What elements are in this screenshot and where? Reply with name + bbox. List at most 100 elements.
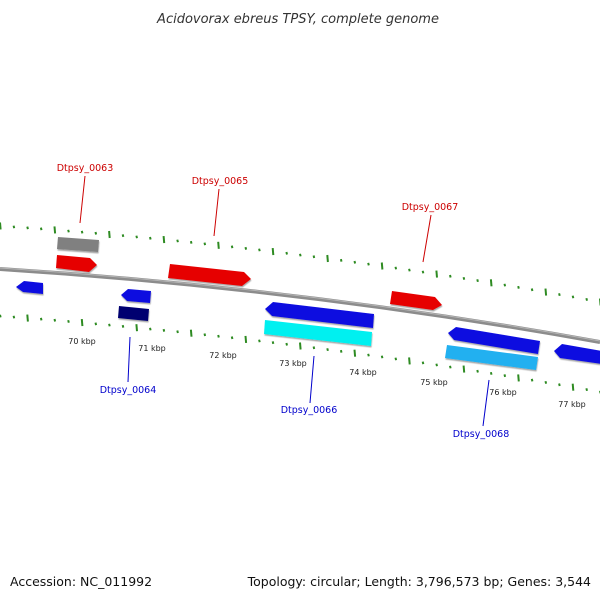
map-title: Acidovorax ebreus TPSY, complete genome — [156, 12, 439, 27]
label-dtpsy-0065: Dtpsy_0065 — [192, 176, 249, 187]
minor-tick — [258, 339, 261, 343]
major-tick — [489, 279, 493, 287]
minor-tick — [421, 361, 425, 365]
major-tick — [544, 288, 548, 296]
minor-tick — [449, 365, 452, 369]
major-tick — [26, 314, 29, 322]
minor-tick — [585, 297, 588, 301]
minor-tick — [12, 225, 16, 229]
minor-tick — [203, 333, 207, 337]
ruler-label: 70 kbp — [68, 337, 96, 346]
major-tick — [299, 342, 302, 350]
major-tick — [80, 319, 84, 327]
minor-tick — [380, 355, 384, 359]
ruler-label: 71 kbp — [138, 344, 166, 353]
minor-tick — [312, 255, 316, 259]
minor-tick — [530, 288, 534, 292]
minor-tick — [121, 234, 125, 238]
leader-dtpsy-0068 — [482, 379, 490, 427]
minor-tick — [339, 349, 343, 353]
gene-blue-reverse-3 — [448, 327, 540, 354]
major-tick — [271, 248, 275, 256]
minor-tick — [176, 239, 179, 243]
minor-tick — [176, 330, 179, 334]
gene-dtpsy-0064 — [121, 289, 151, 303]
major-tick — [408, 357, 411, 365]
minor-tick — [585, 388, 588, 392]
ruler-label: 72 kbp — [209, 351, 237, 360]
minor-tick — [489, 371, 493, 375]
minor-tick — [394, 357, 398, 361]
major-tick — [162, 236, 166, 244]
minor-tick — [544, 380, 548, 384]
label-dtpsy-0063: Dtpsy_0063 — [57, 163, 114, 174]
upper-tick-track — [0, 222, 600, 306]
minor-tick — [326, 348, 329, 352]
minor-tick — [558, 293, 561, 297]
minor-tick — [67, 319, 70, 323]
leader-dtpsy-0063 — [79, 175, 86, 224]
minor-tick — [12, 315, 16, 319]
gene-labels: Dtpsy_0063 Dtpsy_0065 Dtpsy_0067 Dtpsy_0… — [57, 163, 510, 440]
minor-tick — [230, 245, 234, 249]
gene-blue-reverse-4 — [554, 344, 600, 364]
ruler-label: 75 kbp — [420, 378, 448, 387]
genome-backbone-highlight — [0, 267, 600, 342]
minor-tick — [203, 242, 207, 246]
genome-backbone — [0, 267, 600, 344]
minor-tick — [558, 383, 561, 387]
minor-tick — [162, 328, 166, 332]
label-dtpsy-0066: Dtpsy_0066 — [281, 405, 338, 416]
gene-dtpsy-0068 — [445, 345, 538, 370]
minor-tick — [312, 346, 316, 350]
label-dtpsy-0068: Dtpsy_0068 — [453, 429, 510, 440]
major-tick — [108, 230, 111, 239]
minor-tick — [285, 251, 288, 255]
minor-tick — [135, 235, 138, 239]
label-dtpsy-0064: Dtpsy_0064 — [100, 385, 157, 396]
minor-tick — [503, 283, 507, 287]
major-tick — [462, 365, 466, 373]
major-tick — [53, 226, 57, 234]
gene-dtpsy-0063 — [56, 255, 97, 272]
minor-tick — [39, 317, 43, 321]
leader-dtpsy-0065 — [213, 188, 220, 237]
leader-dtpsy-0064 — [127, 336, 131, 383]
major-tick — [353, 349, 357, 357]
minor-tick — [121, 324, 125, 328]
major-tick — [135, 324, 138, 332]
minor-tick — [26, 226, 29, 230]
major-tick — [326, 254, 329, 263]
minor-tick — [299, 253, 302, 257]
major-tick — [0, 222, 2, 230]
minor-tick — [339, 258, 343, 262]
minor-tick — [462, 276, 466, 280]
ruler-label: 76 kbp — [489, 388, 517, 397]
minor-tick — [367, 353, 370, 357]
minor-tick — [476, 369, 479, 373]
minor-tick — [394, 266, 398, 270]
minor-tick — [39, 227, 43, 231]
gene-dtpsy-0066 — [264, 320, 372, 346]
minor-tick — [258, 248, 261, 252]
minor-tick — [53, 318, 57, 322]
label-dtpsy-0067: Dtpsy_0067 — [402, 202, 459, 213]
ruler-label: 73 kbp — [279, 359, 307, 368]
genome-summary-text: Topology: circular; Length: 3,796,573 bp… — [247, 574, 591, 589]
reverse-genes — [16, 281, 600, 370]
minor-tick — [149, 327, 152, 331]
minor-tick — [353, 260, 357, 264]
minor-tick — [367, 262, 370, 266]
minor-tick — [285, 342, 288, 346]
minor-tick — [67, 229, 70, 233]
ruler-label: 74 kbp — [349, 368, 377, 377]
ruler-label: 77 kbp — [558, 400, 586, 409]
major-tick — [571, 383, 575, 391]
minor-tick — [94, 231, 98, 235]
leader-dtpsy-0067 — [422, 214, 432, 263]
minor-tick — [517, 285, 520, 289]
minor-tick — [217, 334, 220, 338]
gene-navy-reverse — [118, 306, 149, 321]
minor-tick — [0, 314, 2, 318]
